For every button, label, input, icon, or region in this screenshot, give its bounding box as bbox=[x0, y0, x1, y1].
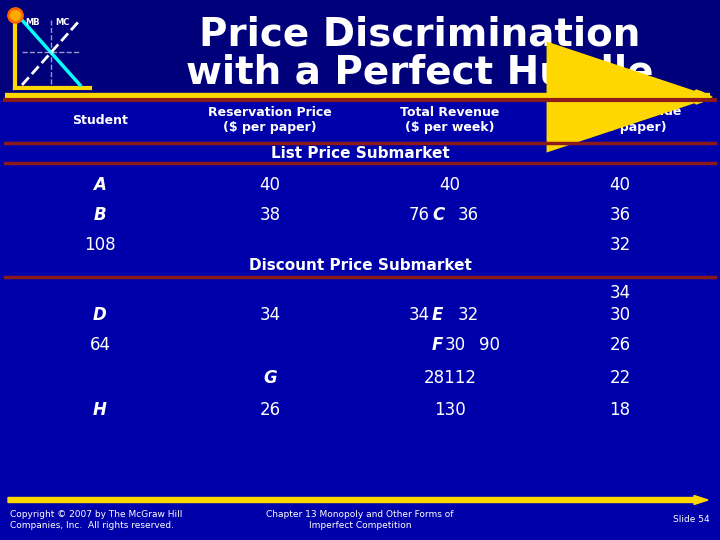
Text: 40: 40 bbox=[610, 176, 631, 194]
Text: 40: 40 bbox=[439, 176, 461, 194]
Text: 26: 26 bbox=[259, 401, 281, 419]
Text: 34: 34 bbox=[409, 306, 430, 324]
Text: 34: 34 bbox=[259, 306, 281, 324]
Text: 22: 22 bbox=[609, 369, 631, 387]
FancyArrow shape bbox=[8, 496, 708, 504]
Text: 40: 40 bbox=[259, 176, 281, 194]
Text: C: C bbox=[432, 206, 444, 224]
Text: Student: Student bbox=[72, 113, 128, 126]
FancyArrow shape bbox=[8, 92, 708, 102]
Text: Copyright © 2007 by The McGraw Hill
Companies, Inc.  All rights reserved.: Copyright © 2007 by The McGraw Hill Comp… bbox=[10, 510, 182, 530]
Text: 30: 30 bbox=[609, 306, 631, 324]
Text: 18: 18 bbox=[609, 401, 631, 419]
Bar bbox=[0, 0, 720, 100]
Text: List Price Submarket: List Price Submarket bbox=[271, 145, 449, 160]
Text: B: B bbox=[94, 206, 107, 224]
Text: Reservation Price
($ per paper): Reservation Price ($ per paper) bbox=[208, 105, 332, 134]
Text: with a Perfect Hurdle: with a Perfect Hurdle bbox=[186, 53, 654, 91]
Text: Discount Price Submarket: Discount Price Submarket bbox=[248, 258, 472, 273]
Text: E: E bbox=[432, 306, 444, 324]
Text: 26: 26 bbox=[609, 336, 631, 354]
Text: 28112: 28112 bbox=[423, 369, 477, 387]
Text: Total Revenue
($ per week): Total Revenue ($ per week) bbox=[400, 105, 500, 134]
Text: 38: 38 bbox=[259, 206, 281, 224]
Text: Price Discrimination: Price Discrimination bbox=[199, 16, 641, 54]
Text: MC: MC bbox=[55, 18, 69, 27]
Text: 108: 108 bbox=[84, 236, 116, 254]
Text: 32: 32 bbox=[457, 306, 479, 324]
Text: D: D bbox=[93, 306, 107, 324]
Text: 36: 36 bbox=[609, 206, 631, 224]
Text: MB: MB bbox=[25, 18, 40, 27]
Text: F: F bbox=[432, 336, 444, 354]
Text: 90: 90 bbox=[480, 336, 500, 354]
Text: H: H bbox=[93, 401, 107, 419]
Text: 76: 76 bbox=[409, 206, 430, 224]
Text: Slide 54: Slide 54 bbox=[673, 516, 710, 524]
Text: 30: 30 bbox=[444, 336, 466, 354]
Text: Chapter 13 Monopoly and Other Forms of
Imperfect Competition: Chapter 13 Monopoly and Other Forms of I… bbox=[266, 510, 454, 530]
Text: 36: 36 bbox=[457, 206, 479, 224]
Text: G: G bbox=[264, 369, 276, 387]
Text: 34: 34 bbox=[609, 284, 631, 302]
Text: 32: 32 bbox=[609, 236, 631, 254]
Text: 130: 130 bbox=[434, 401, 466, 419]
Text: Marginal revenue
($ per paper): Marginal revenue ($ per paper) bbox=[558, 105, 682, 134]
Text: 64: 64 bbox=[89, 336, 110, 354]
Text: A: A bbox=[94, 176, 107, 194]
